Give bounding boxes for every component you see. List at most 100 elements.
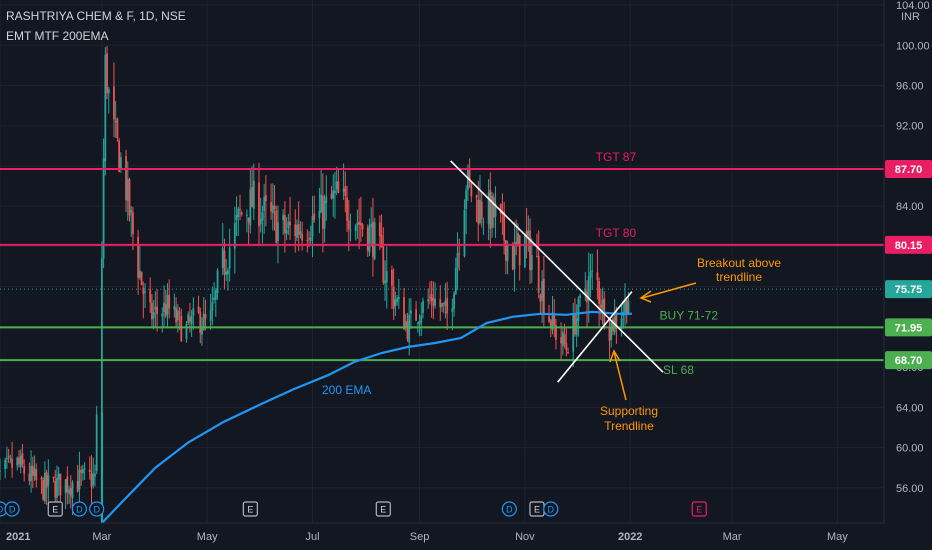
candle-body <box>530 255 533 270</box>
candle-body <box>263 196 266 212</box>
ema-label: 200 EMA <box>322 383 371 397</box>
candle-body <box>515 241 518 246</box>
candle-body <box>213 297 215 300</box>
candle-body <box>178 312 181 314</box>
event-letter: D <box>506 505 513 515</box>
supporting-label: Supporting <box>600 404 658 418</box>
earnings-icon[interactable]: E <box>242 501 258 517</box>
candle-body <box>64 479 67 493</box>
candle-body <box>536 256 538 258</box>
candle-body <box>163 302 165 313</box>
x-tick-label: Mar <box>92 531 111 543</box>
breakout-label: Breakout above <box>697 256 781 270</box>
candle-body <box>164 304 167 317</box>
event-box <box>375 501 391 517</box>
candle-body <box>624 299 626 313</box>
candle-body <box>418 320 421 325</box>
candle-body <box>453 293 455 309</box>
candle-body <box>518 235 521 266</box>
candle-body <box>596 272 599 281</box>
symbol-title[interactable]: RASHTRIYA CHEM & F, 1D, NSE <box>6 9 186 23</box>
dividend-icon[interactable]: D <box>4 501 20 517</box>
candle-body <box>392 286 395 309</box>
candle-body <box>289 221 291 226</box>
candle-body <box>539 294 542 302</box>
candle-body <box>489 189 492 229</box>
candle-body <box>361 224 364 230</box>
candle-body <box>439 299 442 308</box>
candle-body <box>553 315 556 326</box>
candle-body <box>344 186 347 196</box>
price-box-text: 87.70 <box>895 164 923 176</box>
candle-body <box>513 243 516 270</box>
candle-body <box>527 229 530 236</box>
event-letter: E <box>52 505 58 515</box>
candle-body <box>201 328 203 335</box>
candle-body <box>358 221 361 225</box>
candle-body <box>408 314 411 343</box>
candle-body <box>78 469 81 490</box>
candle-body <box>368 225 371 253</box>
price-boxes: 87.70 80.15 71.95 68.70 75.75 <box>885 159 932 370</box>
candle-body <box>567 352 569 354</box>
candle-body <box>237 208 240 217</box>
candle-body <box>261 212 264 221</box>
event-circle <box>543 501 559 517</box>
earnings-icon[interactable]: E <box>691 501 707 517</box>
price-box-text: 80.15 <box>895 240 923 252</box>
candle-body <box>465 190 468 209</box>
candle-body <box>406 320 409 340</box>
dividend-icon[interactable]: D <box>71 501 88 517</box>
earnings-icon[interactable]: E <box>375 501 391 517</box>
candle-body <box>152 312 155 319</box>
candle-body <box>287 221 290 229</box>
candle-body <box>306 239 309 241</box>
dividend-icon[interactable]: D <box>89 501 105 517</box>
candle-body <box>251 187 253 208</box>
candle-body <box>391 269 393 286</box>
candle-body <box>132 212 134 235</box>
candle-body <box>235 214 238 221</box>
candle-body <box>525 231 528 237</box>
candle-body <box>59 473 62 496</box>
grid <box>0 0 884 523</box>
candle-body <box>0 470 1 472</box>
candle-body <box>142 287 145 295</box>
candle-body <box>354 225 357 231</box>
candle-body <box>608 327 611 341</box>
candle-body <box>313 213 316 220</box>
level-label: SL 68 <box>663 363 694 377</box>
candle-body <box>479 199 481 224</box>
candle-body <box>325 196 328 203</box>
candle-body <box>491 195 493 228</box>
candle-body <box>245 214 248 216</box>
candle-body <box>156 306 159 315</box>
candle-body <box>249 189 252 226</box>
earnings-icon[interactable]: E <box>47 501 63 517</box>
y-tick-label: 84.00 <box>896 201 924 213</box>
candle-body <box>444 300 447 307</box>
dividend-icon[interactable]: D <box>543 501 559 517</box>
earnings-icon[interactable]: E <box>529 501 545 517</box>
dividend-icon[interactable]: D <box>501 501 517 517</box>
candle-body <box>18 457 20 465</box>
candle-body <box>104 54 107 162</box>
price-box-text: 71.95 <box>895 322 923 334</box>
candle-body <box>537 256 540 293</box>
candle-body <box>308 238 310 240</box>
candle-body <box>199 311 202 333</box>
candle-body <box>92 474 95 485</box>
candle-body <box>359 222 362 226</box>
candle-body <box>384 280 386 284</box>
event-box <box>691 501 707 517</box>
indicator-title[interactable]: EMT MTF 200EMA <box>6 29 109 43</box>
candle-body <box>396 298 399 303</box>
price-box-bg <box>885 351 932 370</box>
candle-body <box>587 276 590 301</box>
candle-body <box>240 212 243 215</box>
candle-body <box>591 270 594 272</box>
candle-body <box>517 233 519 246</box>
candle-body <box>482 221 485 223</box>
y-tick-label: 92.00 <box>896 121 924 133</box>
